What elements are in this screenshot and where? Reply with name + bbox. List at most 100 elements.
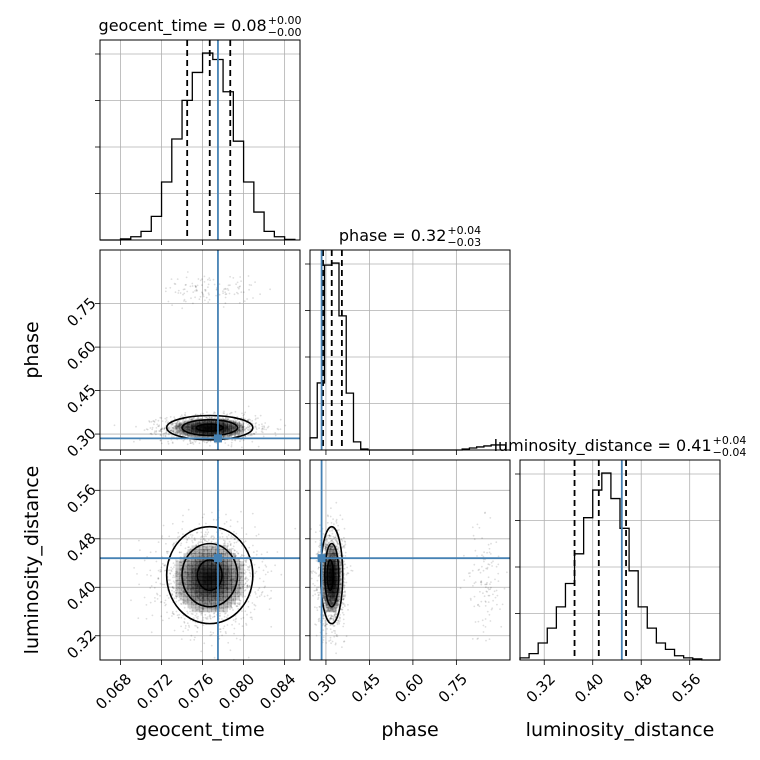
sample-point [175, 600, 178, 603]
sample-point [342, 599, 345, 601]
sample-point [173, 416, 176, 419]
sample-point [229, 424, 232, 427]
sample-point [237, 584, 240, 587]
density-cell [207, 599, 212, 605]
density-cell [219, 588, 224, 593]
sample-point [180, 432, 183, 434]
title-subscript: −0.03 [447, 236, 481, 249]
sample-point [156, 423, 159, 426]
sample-point [175, 427, 178, 430]
sample-point [326, 539, 329, 541]
sample-point [227, 570, 230, 572]
sample-point [182, 600, 185, 603]
sample-point [344, 590, 346, 593]
sample-point [163, 564, 166, 567]
sample-point [180, 597, 182, 600]
density-cell [191, 431, 197, 434]
sample-point [187, 546, 190, 549]
sample-point [165, 603, 167, 606]
sample-point [231, 433, 234, 436]
sample-point [227, 435, 230, 437]
sample-point [201, 597, 204, 600]
sample-point [215, 541, 217, 544]
sample-point [334, 555, 336, 557]
density-cell [195, 436, 201, 438]
sample-point [324, 547, 327, 550]
sample-point [155, 430, 158, 433]
sample-point [215, 294, 218, 297]
sample-point [229, 525, 232, 528]
sample-point [228, 559, 231, 561]
sample-point [333, 596, 336, 599]
density-cell [179, 432, 185, 435]
sample-point [316, 579, 319, 582]
sample-point [242, 426, 244, 428]
sample-point [222, 290, 224, 293]
density-cell [187, 433, 193, 436]
density-cell [191, 572, 197, 578]
sample-point [333, 542, 335, 544]
density-cell [223, 557, 228, 562]
density-cell [219, 599, 224, 605]
sample-point [329, 602, 332, 605]
sample-point [193, 417, 195, 419]
sample-point [212, 631, 215, 634]
sample-point [188, 565, 191, 568]
sample-point [197, 549, 200, 552]
sample-point [193, 538, 196, 541]
sample-point [343, 594, 345, 596]
sample-point [244, 428, 247, 431]
sample-point [322, 589, 325, 591]
sample-point [211, 555, 213, 557]
sample-point [183, 591, 186, 594]
sample-point [195, 616, 198, 619]
sample-point [199, 541, 201, 543]
density-cell [227, 603, 232, 609]
sample-point [192, 555, 195, 558]
sample-point [342, 625, 345, 628]
sample-point [185, 428, 188, 431]
density-cell [227, 549, 232, 554]
sample-point [239, 430, 242, 433]
sample-point [176, 427, 178, 429]
sample-point [171, 593, 174, 596]
density-cell [207, 568, 212, 574]
panel-content [100, 460, 300, 660]
density-cell [183, 426, 189, 428]
sample-point [241, 610, 243, 612]
sample-point [331, 544, 334, 547]
sample-point [333, 551, 336, 554]
sample-point [201, 535, 204, 538]
sample-point [180, 625, 183, 628]
sample-point [230, 411, 233, 414]
density-cell [199, 572, 205, 578]
sample-point [247, 419, 250, 422]
sample-point [162, 524, 165, 527]
sample-point [188, 559, 191, 562]
sample-point [172, 426, 175, 429]
density-cell [235, 423, 240, 425]
sample-point [176, 427, 179, 430]
sample-point [254, 414, 257, 417]
histogram-geocent_time [100, 52, 296, 241]
sample-point [190, 562, 193, 565]
sample-point [164, 569, 166, 572]
density-cell [223, 545, 228, 550]
density-cell [231, 592, 236, 597]
sample-point [177, 289, 180, 292]
density-cell [231, 596, 236, 601]
density-cell [191, 423, 197, 425]
sample-point [233, 530, 235, 533]
sample-point [332, 554, 334, 557]
sample-point [161, 427, 164, 429]
sample-point [180, 589, 183, 592]
sample-point [330, 548, 332, 551]
sample-point [181, 599, 184, 601]
sample-point [245, 427, 248, 429]
sample-point [219, 628, 222, 630]
sample-point [151, 428, 154, 431]
sample-point [243, 428, 246, 431]
sample-point [326, 559, 328, 562]
sample-point [145, 617, 148, 620]
density-cell [227, 424, 232, 426]
